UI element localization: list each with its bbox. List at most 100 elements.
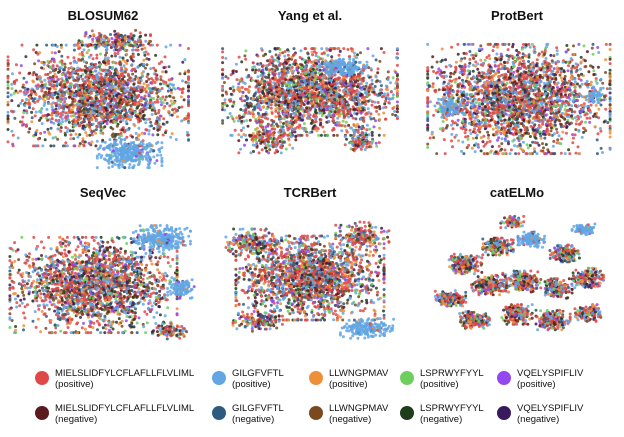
scatter-point [312,47,316,51]
scatter-point [108,155,112,159]
scatter-point [130,115,134,119]
scatter-point [133,124,137,128]
scatter-point [237,139,241,143]
scatter-point [71,97,75,101]
scatter-point [391,97,394,101]
scatter-point [85,134,89,137]
scatter-point [279,103,283,107]
scatter-point [84,114,88,118]
scatter-point [23,88,27,91]
scatter-point [255,84,259,88]
scatter-point [312,64,316,68]
scatter-plot [221,47,399,155]
scatter-point [118,116,122,120]
scatter-point [277,89,281,93]
scatter-point [65,144,69,148]
scatter-point [100,84,104,88]
scatter-point [118,148,122,152]
scatter-point [368,83,372,87]
scatter-point [114,82,118,86]
scatter-point [95,166,99,170]
scatter-point [95,81,99,85]
scatter-point [374,75,378,79]
scatter-point [107,115,111,119]
scatter-point [117,163,121,167]
scatter-point [386,88,389,92]
scatter-point [99,93,103,97]
scatter-point [304,47,308,51]
scatter-point [278,115,282,119]
scatter-point [95,53,99,57]
scatter-point [290,125,294,129]
scatter-point [126,72,130,76]
scatter-point [81,73,85,77]
scatter-point [37,59,41,63]
scatter-point [162,66,166,70]
scatter-point [89,143,93,147]
scatter-point [384,105,388,109]
scatter-point [74,132,78,136]
scatter-point [120,128,124,132]
scatter-point [277,60,281,63]
scatter-point [184,80,188,84]
scatter-point [365,133,368,137]
scatter-point [289,98,293,102]
scatter-point [63,83,67,87]
scatter-point [378,80,382,84]
scatter-point [122,154,126,158]
scatter-point [142,97,146,101]
scatter-point [395,115,399,119]
scatter-point [110,54,114,58]
scatter-point [125,52,129,56]
scatter-point [286,103,290,107]
scatter-point [239,128,243,132]
scatter-point [379,84,383,88]
scatter-point [59,129,63,133]
scatter-point [223,98,227,102]
scatter-point [277,130,281,134]
scatter-point [182,118,186,122]
scatter-point [149,43,152,47]
scatter-point [88,65,91,69]
scatter-point [344,100,348,104]
scatter-point [299,79,303,83]
scatter-point [141,142,145,146]
scatter-point [298,123,302,127]
scatter-point [123,166,127,170]
scatter-point [96,39,100,42]
scatter-point [109,119,113,123]
scatter-point [258,94,262,98]
scatter-point [137,133,141,137]
scatter-point [304,61,307,64]
scatter-point [284,78,288,82]
scatter-point [56,92,60,96]
scatter-point [52,57,56,61]
scatter-point [282,117,286,121]
scatter-point [135,158,139,162]
scatter-point [277,83,281,87]
scatter-point [315,67,319,71]
scatter-point [265,129,269,133]
scatter-point [274,107,278,111]
scatter-point [261,64,265,68]
scatter-point [85,61,89,65]
scatter-point [100,112,104,116]
scatter-point [338,81,342,85]
scatter-point [123,83,127,87]
scatter-point [232,119,236,123]
scatter-point [115,94,119,97]
scatter-point [10,129,14,133]
scatter-point [291,83,295,87]
scatter-point [55,75,59,79]
scatter-point [272,124,276,128]
scatter-point [370,133,374,137]
scatter-point [145,118,149,121]
scatter-point [157,111,160,115]
scatter-point [288,94,291,98]
scatter-point [282,65,286,69]
scatter-point [142,51,146,55]
scatter-point [374,80,378,84]
scatter-point [395,92,399,95]
scatter-point [240,60,244,64]
scatter-point [301,69,305,73]
